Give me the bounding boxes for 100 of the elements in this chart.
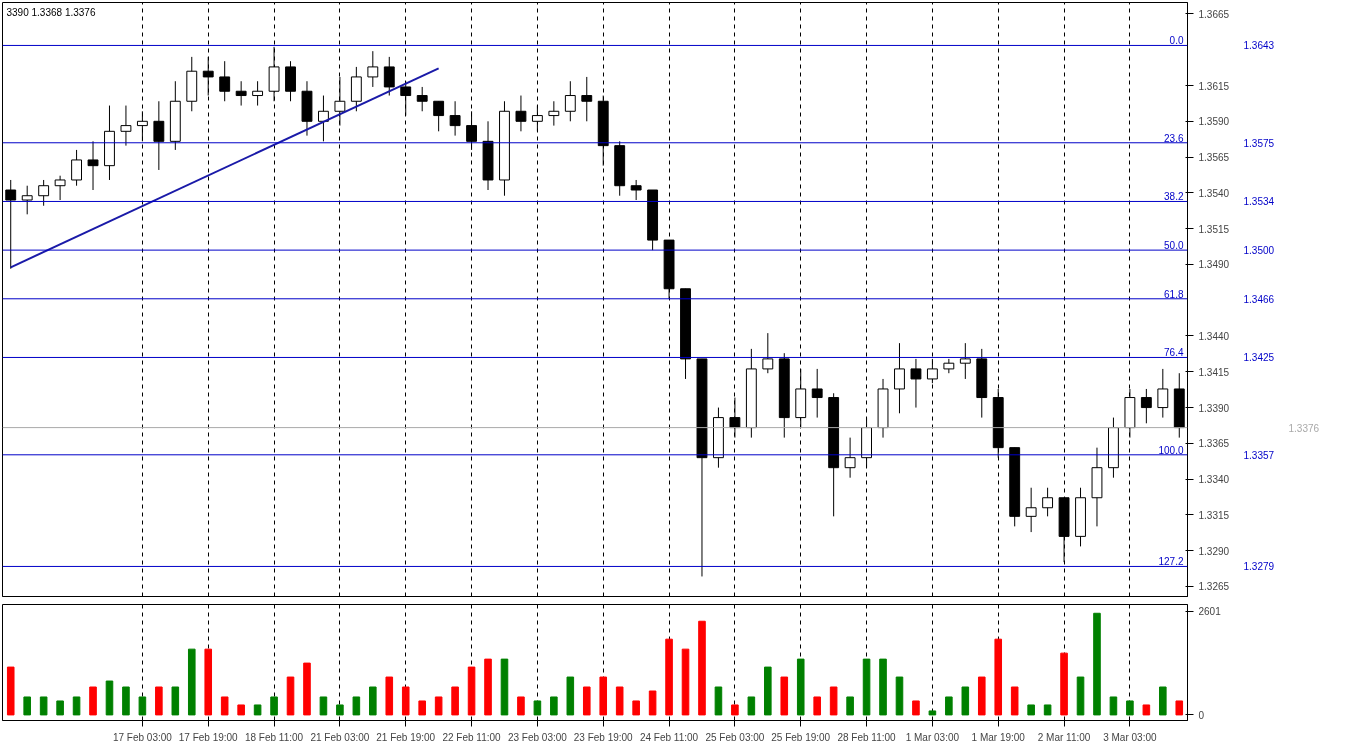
- candlestick: [1042, 487, 1054, 517]
- candlestick: [87, 140, 99, 191]
- bar: [434, 696, 443, 716]
- bar: [319, 696, 328, 716]
- candlestick: [334, 76, 346, 127]
- bar: [550, 696, 558, 716]
- candlestick: [630, 179, 642, 201]
- bar: [714, 686, 723, 716]
- candlestick: [762, 332, 774, 374]
- x-tick-label: 3 Mar 03:00: [1103, 731, 1158, 743]
- candlestick: [811, 368, 823, 419]
- x-tick-label: 21 Feb 19:00: [376, 731, 436, 743]
- bar: [566, 676, 575, 716]
- y-tick-label: 1.3615: [1198, 80, 1230, 92]
- y-tick-label: 1.3665: [1198, 8, 1230, 20]
- y-tick-label: 0: [1198, 709, 1205, 721]
- bar: [105, 680, 114, 716]
- x-tick-label: 17 Feb 03:00: [112, 731, 173, 743]
- x-tick-label: 18 Feb 11:00: [244, 731, 304, 743]
- bar: [56, 700, 64, 716]
- candlestick: [54, 175, 66, 201]
- bar: [665, 638, 673, 716]
- ref-line-label: 1.3376: [1288, 422, 1320, 434]
- candlestick: [120, 105, 132, 147]
- candlestick: [367, 50, 379, 88]
- bar: [171, 686, 180, 716]
- annotation: 127.2: [1158, 556, 1184, 568]
- candlestick: [252, 80, 264, 107]
- candlestick: [1140, 388, 1152, 424]
- x-tick-label: 22 Feb 11:00: [442, 731, 502, 743]
- y-tick-label: 1.3340: [1198, 474, 1230, 486]
- candlestick: [219, 60, 231, 102]
- ref-line-label: 1.3534: [1243, 196, 1275, 208]
- bar: [138, 696, 147, 716]
- bar: [829, 686, 838, 716]
- x-tick-label: 23 Feb 19:00: [573, 731, 634, 743]
- bar: [764, 666, 772, 716]
- candlestick: [531, 105, 543, 132]
- y-tick-label: 1.3390: [1198, 402, 1230, 414]
- y-tick-label: 1.3315: [1198, 509, 1230, 521]
- candlestick: [38, 179, 50, 207]
- bar: [698, 620, 706, 716]
- bar: [484, 658, 492, 716]
- annotation: 23.6: [1164, 132, 1184, 144]
- bar: [912, 700, 920, 716]
- candlestick: [400, 80, 412, 117]
- candlestick: [318, 95, 329, 142]
- bar: [1159, 686, 1167, 716]
- ref-line-label: 1.3575: [1243, 137, 1275, 149]
- candlestick: [449, 100, 461, 137]
- candlestick: [581, 76, 593, 122]
- candlestick: [959, 342, 971, 380]
- candlestick: [202, 56, 214, 97]
- x-tick-label: 28 Feb 11:00: [837, 731, 897, 743]
- bar: [187, 648, 196, 716]
- bar: [1010, 686, 1019, 716]
- bar: [961, 686, 970, 716]
- annotation: 50.0: [1164, 240, 1184, 252]
- bar: [681, 648, 690, 716]
- bar: [1076, 676, 1085, 716]
- candlestick: [383, 56, 395, 97]
- candlestick: [894, 342, 905, 414]
- y-tick-label: 1.3540: [1198, 187, 1230, 199]
- bar: [89, 686, 97, 716]
- candlestick: [21, 185, 33, 215]
- y-tick-label: 1.3265: [1198, 581, 1230, 593]
- bar: [928, 710, 937, 716]
- bar: [533, 700, 542, 716]
- bar: [39, 696, 48, 716]
- bar: [1142, 704, 1151, 716]
- bar: [1027, 704, 1035, 716]
- candlestick: [943, 358, 955, 374]
- bar: [846, 696, 854, 716]
- bar: [385, 676, 394, 716]
- ref-line-label: 1.3357: [1243, 449, 1275, 461]
- candlestick: [1025, 487, 1037, 533]
- bar: [599, 676, 608, 716]
- x-tick-label: 17 Feb 19:00: [178, 731, 239, 743]
- bar: [401, 686, 410, 716]
- candlestick: [136, 110, 148, 142]
- bar: [977, 676, 986, 716]
- bar: [237, 704, 245, 716]
- bar: [72, 696, 81, 716]
- y-tick-label: 1.3490: [1198, 259, 1230, 271]
- y-tick-label: 1.3565: [1198, 152, 1230, 164]
- bar: [517, 696, 525, 716]
- bar: [1043, 704, 1052, 716]
- bar: [23, 696, 31, 716]
- x-tick-label: 1 Mar 03:00: [905, 731, 960, 743]
- candlestick: [153, 100, 165, 171]
- bar: [648, 690, 657, 716]
- bar: [451, 686, 459, 716]
- annotation: 100.0: [1158, 444, 1184, 456]
- x-tick-label: 1 Mar 19:00: [971, 731, 1026, 743]
- annotation: 61.8: [1164, 288, 1184, 300]
- bar: [615, 686, 624, 716]
- bar: [352, 696, 361, 716]
- ref-line-label: 1.3425: [1243, 352, 1275, 364]
- bar: [253, 704, 262, 716]
- candlestick: [433, 100, 445, 132]
